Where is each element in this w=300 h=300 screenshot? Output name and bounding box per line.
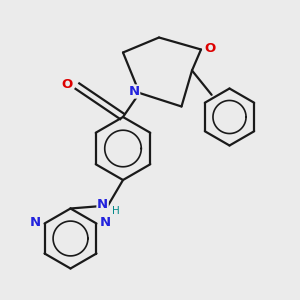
Text: H: H	[112, 206, 119, 216]
Text: N: N	[97, 198, 108, 212]
Text: N: N	[100, 216, 111, 230]
Text: O: O	[61, 77, 73, 91]
Text: N: N	[128, 85, 140, 98]
Text: O: O	[204, 41, 216, 55]
Text: N: N	[30, 216, 41, 230]
